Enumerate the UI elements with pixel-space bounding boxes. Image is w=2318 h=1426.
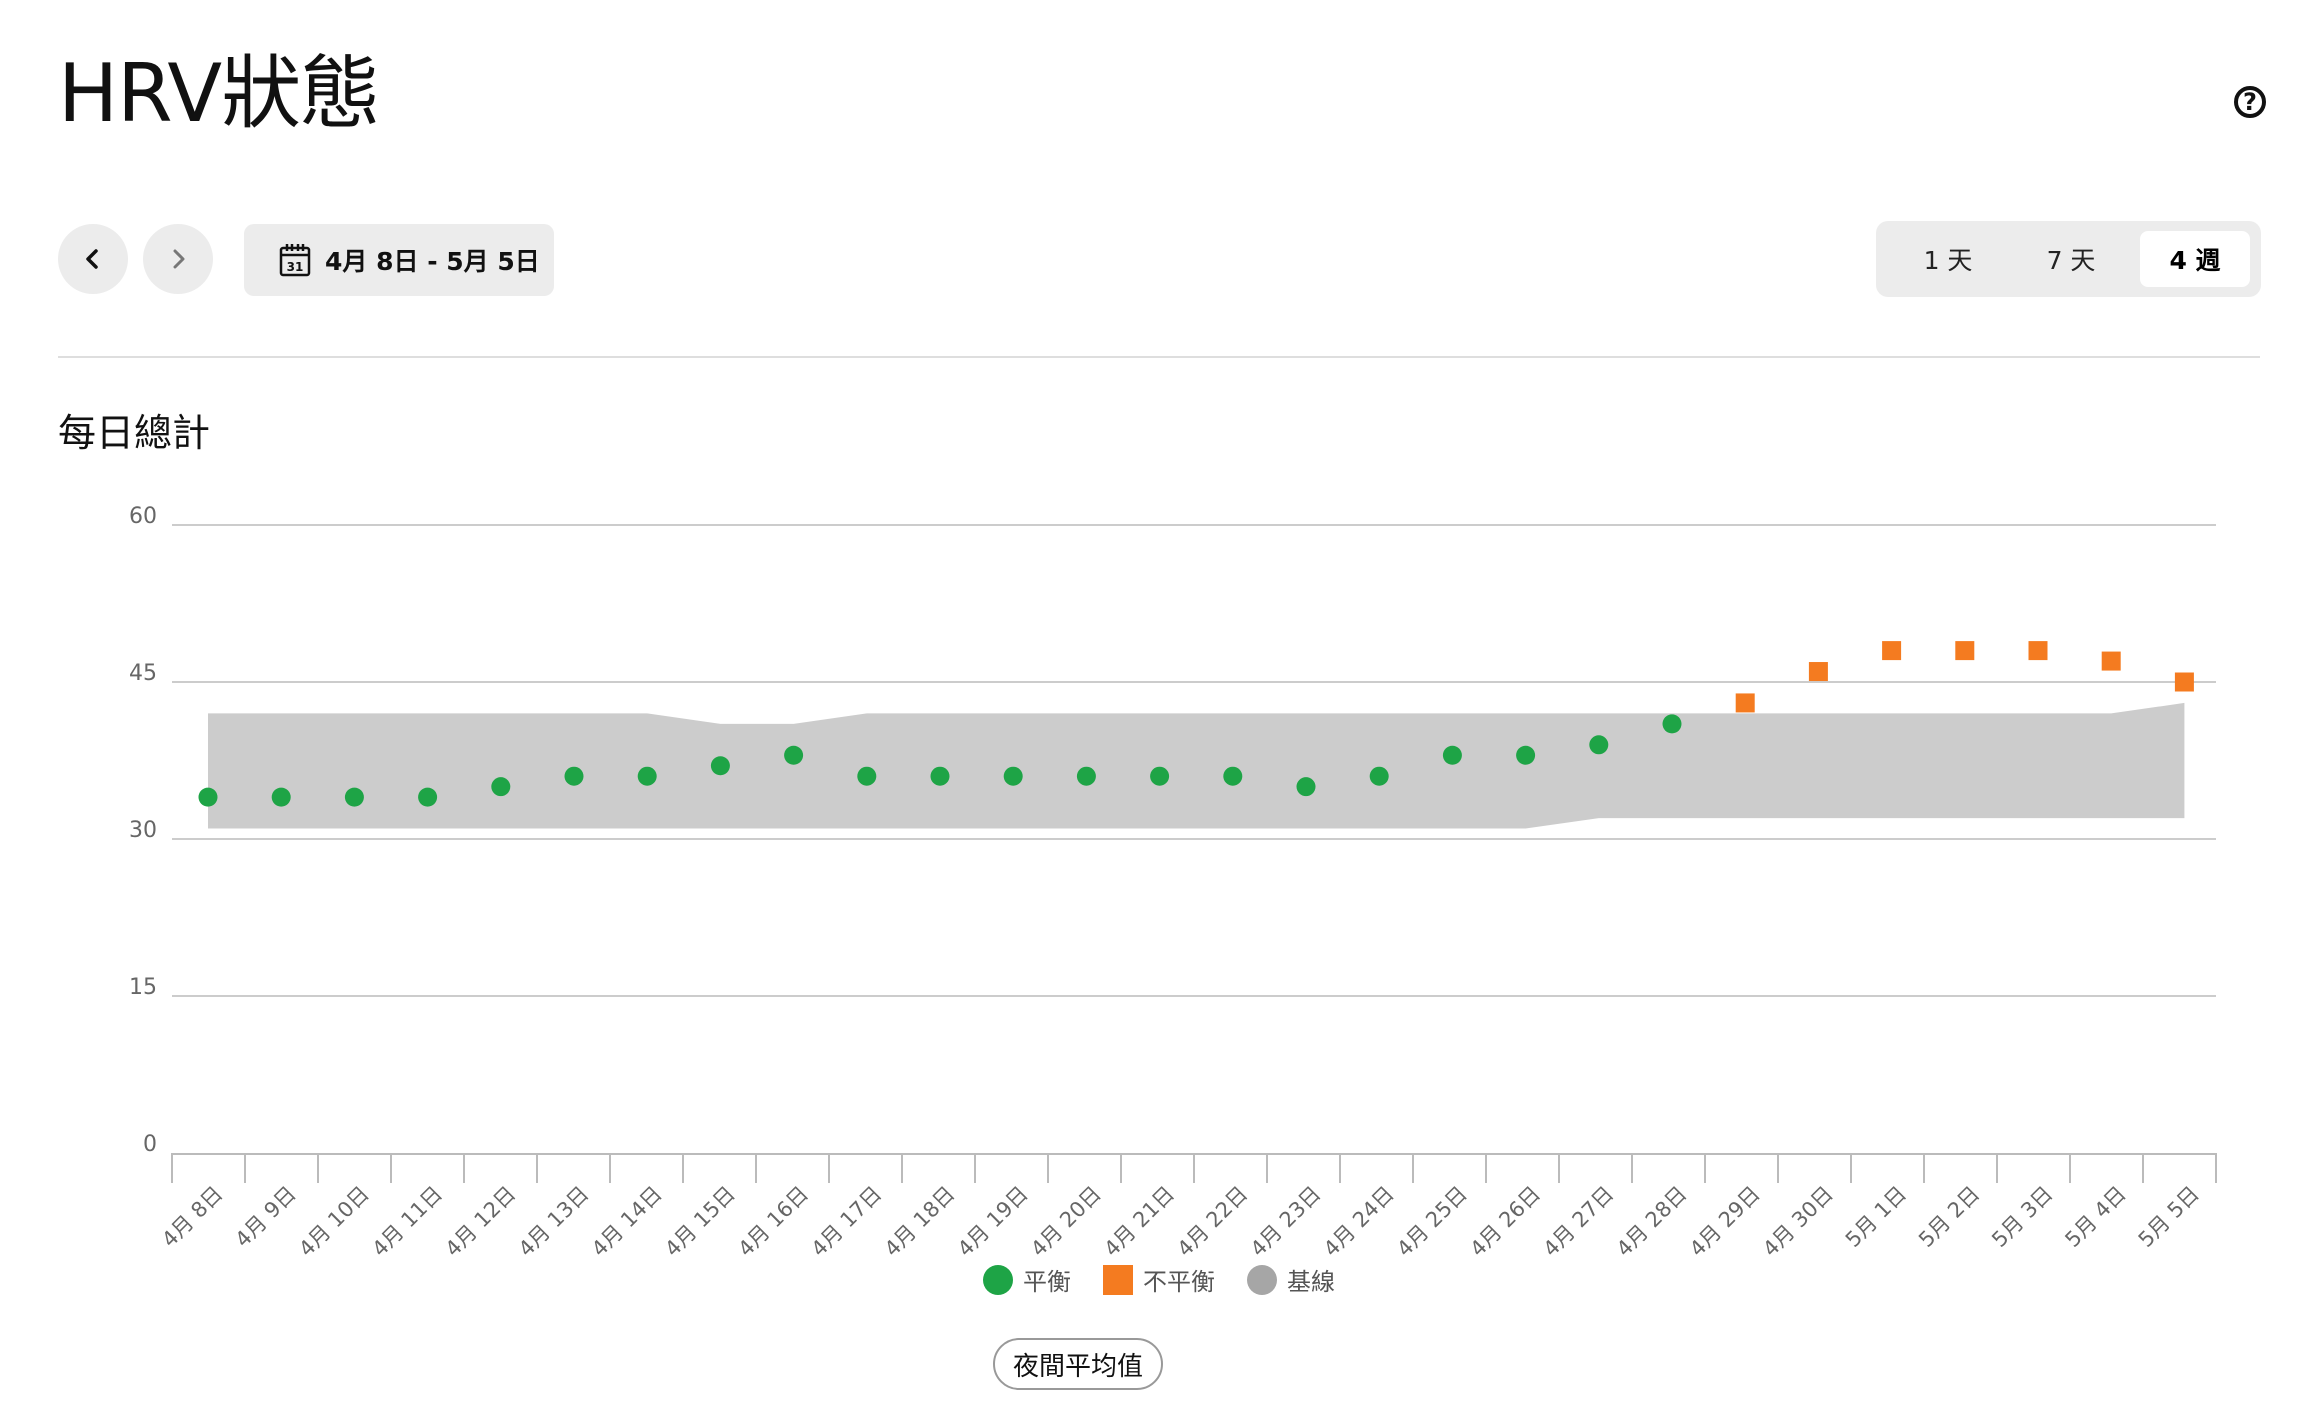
- legend-label-unbalanced: 不平衡: [1143, 1268, 1215, 1296]
- x-tick-label: 4月 30日: [1758, 1182, 1838, 1260]
- legend-swatch-balanced: [983, 1264, 1013, 1295]
- page-title: HRV狀態: [58, 47, 380, 140]
- x-tick-label: 4月 19日: [953, 1182, 1033, 1260]
- y-tick-label: 60: [129, 504, 157, 529]
- data-point-balanced: [491, 777, 511, 797]
- legend-label-baseline: 基線: [1287, 1268, 1335, 1296]
- data-point-unbalanced: [2101, 651, 2121, 671]
- x-tick-label: 5月 1日: [1841, 1182, 1911, 1252]
- data-point-balanced: [1003, 766, 1023, 786]
- data-point-balanced: [271, 787, 291, 807]
- x-tick-label: 4月 26日: [1465, 1182, 1545, 1260]
- date-range-picker-button[interactable]: 31 4月 8日 - 5月 5日: [244, 224, 554, 296]
- data-point-balanced: [198, 787, 218, 807]
- data-point-balanced: [637, 766, 657, 786]
- x-tick-label: 4月 23日: [1246, 1182, 1326, 1260]
- legend-item-balanced[interactable]: 平衡: [983, 1262, 1071, 1297]
- x-tick-label: 4月 15日: [660, 1182, 740, 1260]
- data-point-balanced: [1296, 777, 1316, 797]
- x-tick-label: 4月 16日: [733, 1182, 813, 1260]
- x-tick-label: 4月 24日: [1319, 1182, 1399, 1260]
- y-tick-label: 0: [143, 1132, 157, 1157]
- x-tick-label: 4月 20日: [1026, 1182, 1106, 1260]
- data-point-unbalanced: [1808, 662, 1828, 682]
- next-period-button[interactable]: [143, 224, 213, 294]
- x-tick-label: 4月 10日: [294, 1182, 374, 1260]
- x-tick-label: 4月 12日: [441, 1182, 521, 1260]
- data-point-balanced: [857, 766, 877, 786]
- nightly-average-button[interactable]: 夜間平均值: [993, 1338, 1163, 1390]
- date-range-label: 4月 8日 - 5月 5日: [325, 247, 540, 276]
- y-tick-label: 30: [129, 818, 157, 843]
- range-7-days-button[interactable]: 7 天: [2046, 246, 2096, 275]
- data-point-balanced: [564, 766, 584, 786]
- data-point-unbalanced: [1735, 693, 1755, 713]
- y-tick-label: 15: [129, 975, 157, 1000]
- range-selector: 1 天 7 天 4 週: [1876, 221, 2261, 297]
- data-point-balanced: [418, 787, 438, 807]
- data-point-balanced: [710, 756, 730, 776]
- legend-swatch-baseline: [1247, 1264, 1277, 1295]
- x-tick-label: 4月 17日: [807, 1182, 887, 1260]
- x-tick-label: 4月 8日: [157, 1182, 227, 1252]
- y-tick-label: 45: [129, 661, 157, 686]
- question-circle-icon[interactable]: ?: [2234, 86, 2266, 118]
- x-tick-label: 4月 21日: [1099, 1182, 1179, 1260]
- chart-legend: 平衡 不平衡 基線: [0, 1262, 2318, 1297]
- data-point-balanced: [1516, 745, 1536, 765]
- baseline-band: [208, 702, 2185, 829]
- data-point-balanced: [784, 745, 804, 765]
- data-point-unbalanced: [2174, 672, 2194, 692]
- x-tick-label: 5月 4日: [2060, 1182, 2130, 1252]
- data-point-unbalanced: [1955, 641, 1975, 661]
- x-tick-label: 5月 2日: [1914, 1182, 1984, 1252]
- data-point-unbalanced: [2028, 641, 2048, 661]
- x-tick-label: 4月 11日: [367, 1182, 447, 1260]
- data-point-balanced: [1150, 766, 1170, 786]
- data-point-balanced: [1369, 766, 1389, 786]
- calendar-day: 31: [287, 260, 304, 274]
- x-tick-label: 4月 29日: [1685, 1182, 1765, 1260]
- data-point-balanced: [1223, 766, 1243, 786]
- section-title: 每日總計: [58, 411, 211, 455]
- legend-swatch-unbalanced: [1103, 1264, 1133, 1295]
- data-point-balanced: [1589, 735, 1609, 755]
- chevron-left-icon: [86, 249, 98, 269]
- chevron-right-icon: [173, 249, 185, 269]
- previous-period-button[interactable]: [58, 224, 128, 294]
- data-point-balanced: [1076, 766, 1096, 786]
- x-tick-label: 5月 3日: [1987, 1182, 2057, 1252]
- header-divider: [58, 356, 2260, 358]
- x-tick-label: 4月 9日: [230, 1182, 300, 1252]
- range-1-day-button[interactable]: 1 天: [1923, 246, 1973, 275]
- legend-item-unbalanced[interactable]: 不平衡: [1103, 1262, 1215, 1297]
- x-tick-label: 4月 13日: [514, 1182, 594, 1260]
- x-tick-label: 4月 28日: [1612, 1182, 1692, 1260]
- data-point-balanced: [1662, 714, 1682, 734]
- x-tick-label: 4月 25日: [1392, 1182, 1472, 1260]
- x-tick-label: 5月 5日: [2134, 1182, 2204, 1252]
- range-4-weeks-button[interactable]: 4 週: [2140, 231, 2250, 287]
- x-tick-label: 4月 22日: [1173, 1182, 1253, 1260]
- x-tick-label: 4月 14日: [587, 1182, 667, 1260]
- data-point-unbalanced: [1882, 641, 1902, 661]
- data-point-balanced: [1442, 745, 1462, 765]
- legend-label-balanced: 平衡: [1023, 1268, 1071, 1296]
- x-tick-label: 4月 18日: [880, 1182, 960, 1260]
- x-tick-label: 4月 27日: [1539, 1182, 1619, 1260]
- calendar-icon: 31: [279, 244, 311, 277]
- data-point-balanced: [930, 766, 950, 786]
- legend-item-baseline[interactable]: 基線: [1247, 1262, 1335, 1297]
- help-glyph: ?: [2243, 88, 2257, 116]
- data-point-balanced: [344, 787, 364, 807]
